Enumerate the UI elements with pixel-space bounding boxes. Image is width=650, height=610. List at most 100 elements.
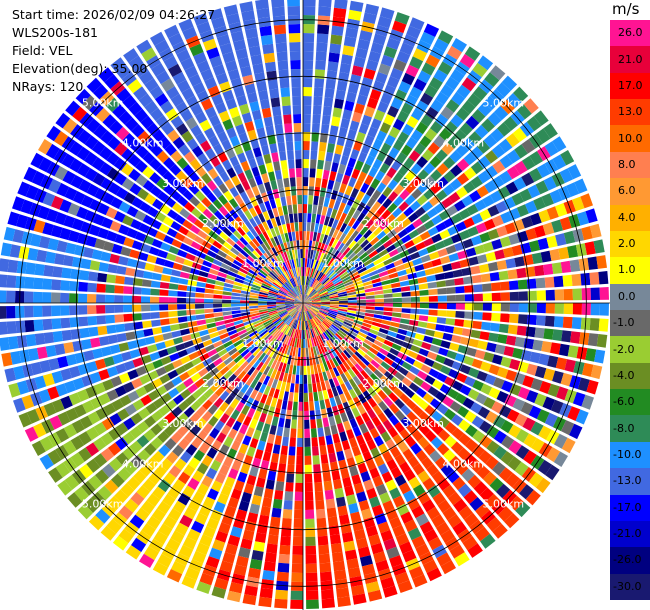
- range-gate-cell: [89, 260, 101, 271]
- range-gate-cell: [276, 178, 284, 189]
- range-gate-cell: [311, 240, 316, 251]
- range-gate-cell: [217, 493, 229, 505]
- range-gate-cell: [294, 301, 303, 303]
- range-gate-cell: [322, 389, 329, 400]
- range-gate-cell: [477, 102, 492, 117]
- range-gate-cell: [503, 196, 516, 210]
- range-gate-cell: [300, 311, 303, 321]
- range-gate-cell: [74, 486, 89, 502]
- range-gate-cell: [303, 295, 308, 303]
- range-gate-cell: [562, 316, 573, 329]
- range-gate-cell: [233, 354, 243, 364]
- range-gate-cell: [292, 105, 301, 115]
- range-gate-cell: [304, 267, 307, 277]
- range-gate-cell: [235, 380, 245, 391]
- range-gate-cell: [50, 195, 64, 210]
- range-gate-cell: [474, 199, 487, 212]
- range-gate-cell: [311, 278, 317, 288]
- range-gate-cell: [100, 177, 113, 191]
- range-ring-label: 4.00km: [122, 137, 164, 150]
- range-gate-cell: [180, 57, 195, 71]
- range-gate-cell: [179, 271, 190, 279]
- range-gate-cell: [164, 196, 176, 208]
- range-gate-cell: [420, 31, 436, 45]
- range-gate-cell: [226, 360, 237, 370]
- range-gate-cell: [311, 374, 316, 384]
- range-gate-cell: [299, 303, 303, 312]
- range-gate-cell: [297, 303, 303, 311]
- range-gate-cell: [479, 331, 490, 341]
- range-gate-cell: [327, 516, 339, 527]
- range-gate-cell: [240, 249, 249, 258]
- range-gate-cell: [209, 331, 219, 339]
- range-gate-cell: [220, 216, 230, 227]
- range-gate-cell: [232, 313, 242, 318]
- range-gate-cell: [268, 248, 276, 258]
- range-gate-cell: [382, 585, 398, 598]
- range-gate-cell: [340, 383, 348, 393]
- range-gate-cell: [272, 498, 283, 509]
- range-gate-cell: [455, 303, 465, 310]
- range-gate-cell: [305, 320, 308, 330]
- range-gate-cell: [385, 479, 397, 492]
- range-gate-cell: [399, 280, 410, 287]
- range-gate-cell: [286, 281, 293, 289]
- range-gate-cell: [84, 135, 99, 150]
- range-gate-cell: [68, 230, 80, 243]
- range-gate-cell: [482, 195, 495, 208]
- colorbar-tick-label: 2.0: [618, 237, 636, 251]
- range-gate-cell: [352, 277, 362, 284]
- range-gate-cell: [366, 197, 376, 208]
- range-gate-cell: [304, 311, 307, 321]
- range-gate-cell: [222, 89, 235, 102]
- range-gate-cell: [252, 147, 262, 158]
- range-gate-cell: [396, 152, 408, 164]
- range-gate-cell: [274, 169, 282, 180]
- range-gate-cell: [323, 197, 330, 208]
- range-gate-cell: [47, 386, 60, 400]
- range-gate-cell: [272, 268, 281, 277]
- range-gate-cell: [380, 576, 395, 590]
- range-gate-cell: [316, 271, 323, 281]
- range-gate-cell: [426, 351, 438, 361]
- range-gate-cell: [398, 366, 409, 376]
- range-gate-cell: [155, 366, 167, 377]
- range-gate-cell: [487, 228, 500, 240]
- range-gate-cell: [198, 270, 209, 278]
- range-gate-cell: [172, 394, 185, 405]
- range-gate-cell: [135, 231, 147, 242]
- range-gate-cell: [186, 230, 197, 240]
- range-gate-cell: [276, 380, 282, 390]
- range-gate-cell: [195, 314, 206, 320]
- range-gate-cell: [536, 163, 551, 178]
- range-gate-cell: [423, 335, 434, 344]
- range-gate-cell: [418, 348, 429, 357]
- range-gate-cell: [537, 237, 549, 250]
- range-gate-cell: [444, 421, 457, 434]
- range-gate-cell: [330, 301, 339, 303]
- range-gate-cell: [344, 370, 352, 381]
- range-gate-cell: [376, 423, 387, 435]
- range-gate-cell: [125, 545, 142, 560]
- range-gate-cell: [293, 114, 302, 124]
- range-ring-label: 2.00km: [202, 217, 244, 230]
- range-gate-cell: [67, 492, 83, 508]
- range-gate-cell: [223, 190, 234, 202]
- range-gate-cell: [225, 417, 236, 428]
- range-gate-cell: [415, 449, 428, 462]
- range-gate-cell: [273, 317, 282, 325]
- range-gate-cell: [267, 433, 275, 444]
- range-gate-cell: [205, 362, 216, 372]
- range-gate-cell: [162, 332, 173, 341]
- range-gate-cell: [258, 373, 267, 384]
- range-gate-cell: [324, 380, 331, 390]
- range-gate-cell: [124, 403, 137, 416]
- range-gate-cell: [334, 280, 343, 287]
- range-gate-cell: [430, 436, 443, 449]
- range-gate-cell: [412, 339, 423, 347]
- range-gate-cell: [254, 337, 263, 346]
- range-gate-cell: [325, 283, 334, 290]
- range-gate-cell: [401, 102, 414, 115]
- range-gate-cell: [387, 426, 399, 438]
- range-gate-cell: [246, 230, 255, 241]
